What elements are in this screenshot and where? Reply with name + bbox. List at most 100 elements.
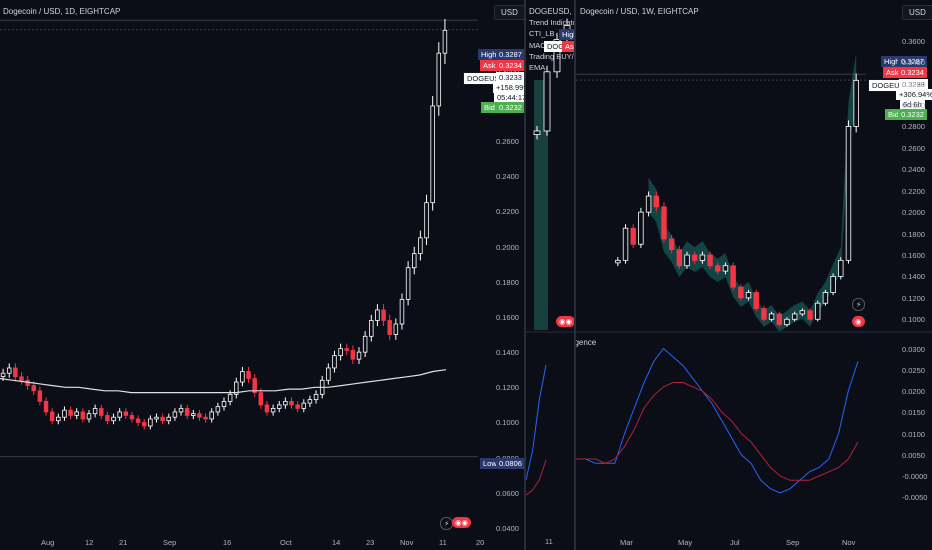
left-date-tick: 23 xyxy=(366,538,375,547)
left-candle-body xyxy=(436,52,442,107)
middle-candle-body xyxy=(533,130,541,135)
left-price-tick: 0.1000 xyxy=(496,418,519,428)
left-candle-body xyxy=(424,202,429,239)
left-candle-body xyxy=(234,381,239,395)
right-indicator-icons[interactable]: ◉ xyxy=(852,316,865,327)
pane-divider-middle[interactable] xyxy=(574,0,576,550)
left-date-tick: 12 xyxy=(85,538,94,547)
indicator-macd[interactable]: MACD xyxy=(529,41,552,50)
macd-tick: 0.0100 xyxy=(902,429,925,439)
left-candle-body xyxy=(166,416,172,422)
left-candle-body xyxy=(6,367,12,374)
right-currency-button[interactable]: USD xyxy=(902,5,932,20)
left-date-tick: 11 xyxy=(439,538,447,547)
left-chart-pane[interactable]: Dogecoin / USD, 1D, EIGHTCAP USD 0.30000… xyxy=(0,0,524,550)
right-candle-body xyxy=(645,195,652,213)
right-price-tick: 0.2200 xyxy=(902,186,925,196)
macd-tick: 0.0150 xyxy=(902,408,925,418)
right-date-tick: Jul xyxy=(730,538,740,547)
middle-chart-pane[interactable]: DOGEUSD, 1D, EI Trend Indicator A CTI_LB… xyxy=(526,0,574,550)
left-candle-body xyxy=(301,402,307,409)
left-date-tick: Aug xyxy=(41,538,55,547)
left-candle-body xyxy=(283,400,288,406)
left-candle-body xyxy=(387,320,392,335)
indicator-ema[interactable]: EMA xyxy=(529,63,546,72)
left-candle-body xyxy=(307,399,313,404)
right-candle-body xyxy=(776,313,782,326)
left-candle-body xyxy=(129,415,135,420)
middle-signal-line xyxy=(526,459,547,496)
left-candle-body xyxy=(227,393,233,402)
left-high-tag: High xyxy=(478,49,500,60)
left-candle-body xyxy=(258,392,264,406)
right-candlestick-chart[interactable] xyxy=(576,0,932,550)
left-candle-body xyxy=(197,413,202,418)
right-last-price: 0.3233 xyxy=(899,79,928,90)
right-price-tick: 0.2000 xyxy=(902,208,925,218)
left-candle-body xyxy=(375,309,380,321)
right-candle-body xyxy=(653,195,659,208)
left-candle-body xyxy=(418,237,423,255)
macd-tick: 0.0050 xyxy=(902,450,925,460)
right-price-tick: 0.1400 xyxy=(902,272,925,282)
middle-indicator-icons[interactable]: ◉◉ xyxy=(556,316,574,327)
right-date-tick: May xyxy=(678,538,693,547)
left-date-tick: Oct xyxy=(280,538,292,547)
left-candlestick-chart[interactable] xyxy=(0,0,524,550)
signal-line xyxy=(576,382,859,481)
left-candle-body xyxy=(62,409,67,418)
left-currency-button[interactable]: USD xyxy=(494,5,524,20)
right-candle-body xyxy=(638,211,644,245)
left-countdown: 05:44:17 xyxy=(494,92,524,103)
right-price-tick: 0.1200 xyxy=(902,293,925,303)
right-candle-body xyxy=(730,265,736,288)
left-candle-body xyxy=(86,413,92,420)
left-change: +158.99% xyxy=(493,82,524,93)
right-candle-body xyxy=(830,276,836,293)
left-candle-body xyxy=(362,335,368,353)
indicator-cti[interactable]: CTI_LB xyxy=(529,29,555,38)
left-candle-body xyxy=(43,400,49,413)
left-price-tick: 0.0600 xyxy=(496,488,519,498)
left-last-price: 0.3233 xyxy=(496,72,524,83)
left-candle-body xyxy=(203,416,208,420)
middle-high-tag: High xyxy=(559,29,574,40)
left-price-tick: 0.3000 xyxy=(496,67,519,76)
left-candle-body xyxy=(154,416,159,420)
left-price-tick: 0.1200 xyxy=(496,383,519,393)
left-candle-body xyxy=(412,253,417,269)
right-candle-body xyxy=(753,292,759,309)
right-candle-body xyxy=(784,318,790,326)
right-price-tick: 0.1600 xyxy=(902,251,925,260)
left-candle-body xyxy=(74,411,79,416)
right-candle-body xyxy=(668,238,675,251)
pane-divider-left[interactable] xyxy=(524,0,526,550)
indicator-trading[interactable]: Trading BUY/SELL xyxy=(529,52,574,61)
left-candle-body xyxy=(430,105,435,204)
right-candle-body xyxy=(699,254,706,261)
right-flash-icon[interactable]: ⚡ xyxy=(852,298,866,311)
left-indicator-icons[interactable]: ◉◉ xyxy=(452,517,472,528)
left-date-tick: 21 xyxy=(119,538,128,547)
right-candle-body xyxy=(692,254,698,261)
left-candle-body xyxy=(252,378,257,393)
right-candle-body xyxy=(815,302,821,320)
middle-macd-line xyxy=(526,364,547,481)
left-candle-body xyxy=(135,418,141,423)
left-bid-value: 0.3232 xyxy=(496,102,524,113)
right-candle-body xyxy=(738,286,744,299)
right-candle-body xyxy=(661,206,667,240)
middle-chart[interactable] xyxy=(526,0,574,550)
right-bid-tag: Bid xyxy=(885,109,902,120)
right-chart-pane[interactable]: Dogecoin / USD, 1W, EIGHTCAP USD MACD Di… xyxy=(576,0,932,550)
right-candle-body xyxy=(799,310,806,315)
right-date-tick: Sep xyxy=(786,538,800,547)
middle-symbol-tag: DOGE xyxy=(544,41,573,52)
right-ask-value: 0.3234 xyxy=(898,67,927,78)
indicator-trend[interactable]: Trend Indicator A xyxy=(529,18,574,27)
left-candle-body xyxy=(356,351,362,360)
left-candle-body xyxy=(332,355,337,369)
right-price-tick: 0.1800 xyxy=(902,229,925,239)
middle-chart-title: DOGEUSD, 1D, EI xyxy=(529,7,574,16)
left-date-tick: 16 xyxy=(223,538,232,547)
